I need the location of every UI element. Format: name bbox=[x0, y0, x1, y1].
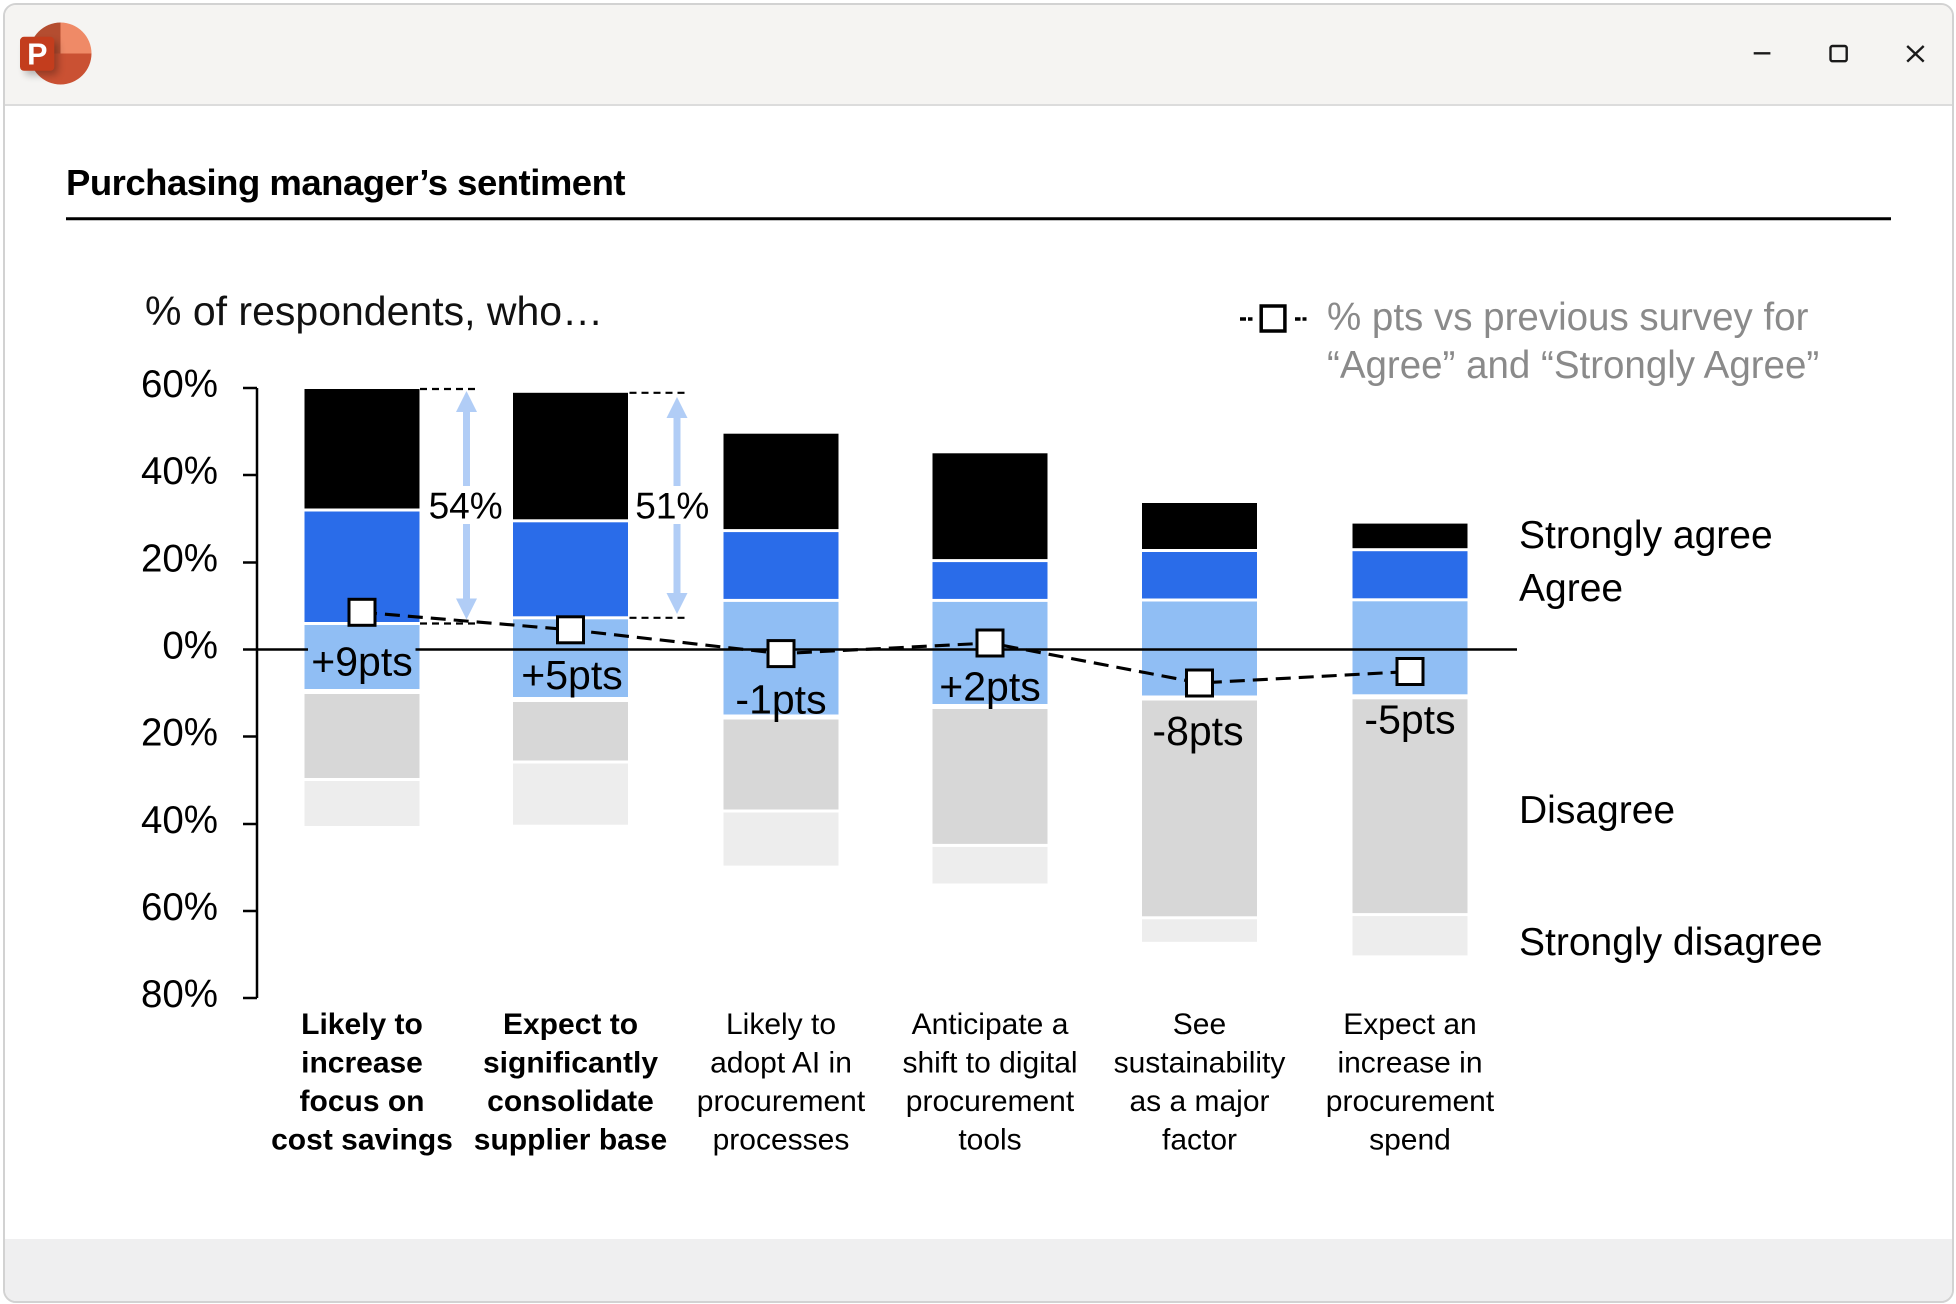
svg-text:0%: 0% bbox=[162, 625, 218, 668]
svg-text:Expect an: Expect an bbox=[1343, 1008, 1476, 1041]
svg-text:procurement: procurement bbox=[906, 1085, 1075, 1118]
svg-text:focus on: focus on bbox=[300, 1085, 425, 1118]
svg-text:+9pts: +9pts bbox=[311, 639, 412, 685]
svg-text:procurement: procurement bbox=[1326, 1085, 1495, 1118]
svg-text:Likely to: Likely to bbox=[301, 1008, 423, 1041]
svg-text:shift to digital: shift to digital bbox=[902, 1046, 1077, 1079]
svg-text:sustainability: sustainability bbox=[1114, 1046, 1286, 1079]
svg-text:+2pts: +2pts bbox=[939, 664, 1040, 710]
svg-text:80%: 80% bbox=[141, 973, 218, 1016]
svg-text:+5pts: +5pts bbox=[521, 652, 622, 698]
svg-text:procurement: procurement bbox=[697, 1085, 866, 1118]
svg-text:cost savings: cost savings bbox=[271, 1123, 453, 1156]
svg-text:-5pts: -5pts bbox=[1364, 696, 1455, 742]
svg-text:consolidate: consolidate bbox=[487, 1085, 654, 1118]
svg-text:60%: 60% bbox=[141, 886, 218, 929]
svg-text:as a major: as a major bbox=[1129, 1085, 1269, 1118]
svg-text:Strongly agree: Strongly agree bbox=[1519, 514, 1773, 557]
svg-text:P: P bbox=[27, 38, 47, 72]
svg-text:supplier base: supplier base bbox=[474, 1123, 667, 1156]
svg-text:40%: 40% bbox=[141, 799, 218, 842]
svg-text:-1pts: -1pts bbox=[735, 676, 826, 722]
svg-text:spend: spend bbox=[1369, 1123, 1451, 1156]
svg-text:Purchasing manager’s sentiment: Purchasing manager’s sentiment bbox=[66, 162, 625, 203]
svg-text:increase in: increase in bbox=[1337, 1046, 1482, 1079]
svg-text:Expect to: Expect to bbox=[503, 1008, 638, 1041]
svg-text:% pts vs previous survey for: % pts vs previous survey for bbox=[1327, 296, 1809, 339]
svg-text:20%: 20% bbox=[141, 712, 218, 755]
svg-text:adopt AI in: adopt AI in bbox=[710, 1046, 852, 1079]
svg-text:increase: increase bbox=[301, 1046, 423, 1079]
svg-text:Agree: Agree bbox=[1519, 567, 1623, 610]
svg-text:54%: 54% bbox=[429, 485, 503, 526]
svg-text:significantly: significantly bbox=[483, 1046, 658, 1079]
svg-text:processes: processes bbox=[713, 1123, 850, 1156]
svg-text:60%: 60% bbox=[141, 363, 218, 406]
svg-text:Likely to: Likely to bbox=[726, 1008, 836, 1041]
svg-text:factor: factor bbox=[1162, 1123, 1237, 1156]
svg-text:-8pts: -8pts bbox=[1152, 708, 1243, 754]
svg-text:“Agree” and “Strongly Agree”: “Agree” and “Strongly Agree” bbox=[1327, 344, 1819, 387]
svg-text:Anticipate a: Anticipate a bbox=[912, 1008, 1069, 1041]
svg-text:% of respondents, who…: % of respondents, who… bbox=[145, 288, 603, 334]
svg-text:51%: 51% bbox=[635, 485, 709, 526]
svg-text:See: See bbox=[1173, 1008, 1226, 1041]
svg-text:tools: tools bbox=[958, 1123, 1021, 1156]
svg-text:Strongly disagree: Strongly disagree bbox=[1519, 921, 1823, 964]
svg-text:20%: 20% bbox=[141, 538, 218, 581]
svg-text:40%: 40% bbox=[141, 450, 218, 493]
svg-text:Disagree: Disagree bbox=[1519, 789, 1675, 832]
